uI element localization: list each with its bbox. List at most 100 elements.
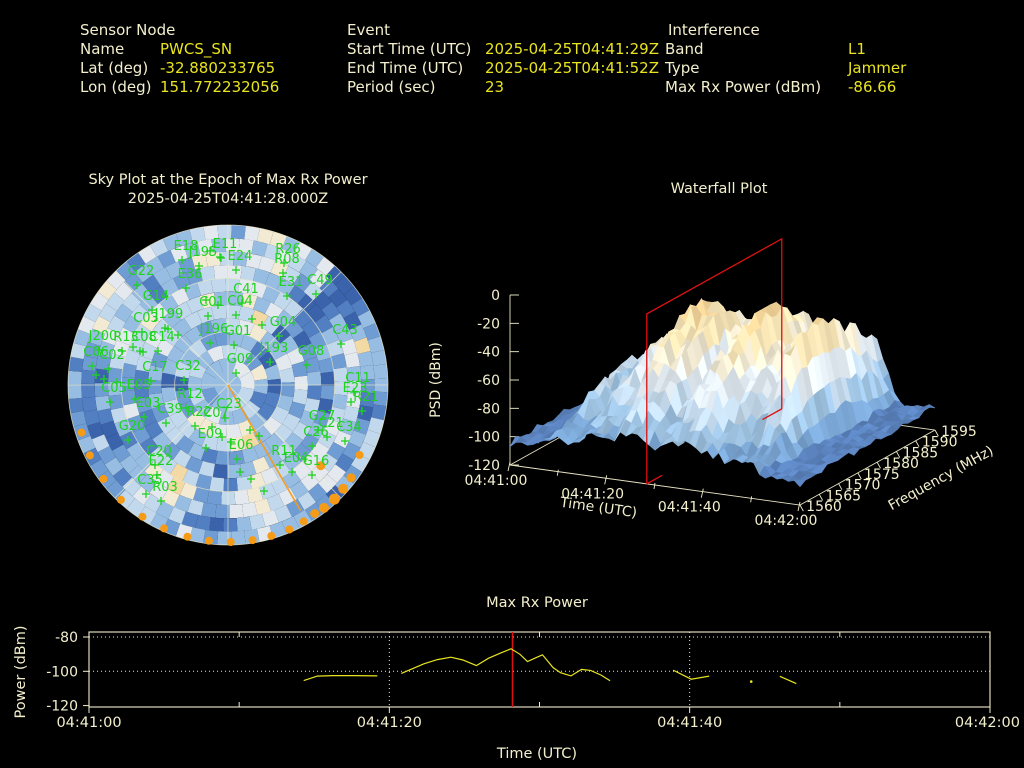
time-tick-label: 04:41:20 (357, 715, 422, 731)
event-period-value: 23 (485, 78, 505, 96)
interference-section-title: Interference (668, 21, 760, 39)
satellite-C34: C34 (336, 420, 362, 435)
event-start-label: Start Time (UTC) (347, 40, 472, 58)
time-tick-label: 04:41:40 (657, 715, 722, 731)
freq-tick-label: 1565 (825, 488, 861, 504)
sky-plot-title: Sky Plot at the Epoch of Max Rx Power (88, 172, 368, 188)
sensor-name-value: PWCS_SN (160, 40, 233, 58)
power-ticks (83, 632, 991, 713)
sensor-lon-value: 151.772232056 (160, 78, 280, 96)
satellite-J196: J196 (199, 322, 229, 337)
satellite-C14: C14 (149, 330, 175, 345)
satellite-R12: R12 (177, 387, 203, 402)
satellite-G04: G04 (270, 315, 297, 330)
interference-maxrx-value: -86.66 (848, 78, 897, 96)
satellite-G08: G08 (298, 344, 325, 359)
sensor-lon-label: Lon (deg) (80, 78, 152, 96)
power-gridlines (89, 632, 990, 707)
sensor-name-label: Name (80, 40, 125, 58)
satellite-C39: C39 (157, 402, 183, 417)
satellite-G27: G27 (309, 409, 336, 424)
satellite-E23: E23 (343, 381, 368, 396)
sky-plot-subtitle: 2025-04-25T04:41:28.000Z (127, 191, 329, 207)
satellite-G20: G20 (119, 419, 146, 434)
psd-tick-label: -120 (468, 458, 500, 474)
satellite-R26: R26 (275, 242, 301, 257)
satellite-E22: E22 (149, 454, 174, 469)
freq-tick-label: 1575 (864, 467, 900, 483)
sensor-lat-label: Lat (deg) (80, 59, 149, 77)
psd-tick-label: -40 (477, 345, 500, 361)
power-tick-label: -80 (55, 630, 78, 646)
satellite-J200: J200 (88, 329, 118, 344)
satellite-E05: E05 (127, 378, 152, 393)
satellite-C11: C11 (345, 371, 371, 386)
waterfall-time-tick-label: 04:42:00 (755, 513, 818, 529)
satellite-E18: E18 (174, 239, 199, 254)
psd-tick-label: -60 (477, 373, 500, 389)
satellite-C41: C41 (233, 282, 259, 297)
event-period-label: Period (sec) (347, 78, 436, 96)
power-axis-label: Power (dBm) (13, 625, 29, 718)
psd-tick-label: 0 (491, 288, 500, 304)
satellite-E36: E36 (178, 267, 203, 282)
satellite-G16: G16 (303, 454, 330, 469)
satellite-J195: J195 (188, 245, 218, 260)
event-end-value: 2025-04-25T04:41:52Z (485, 59, 659, 77)
interference-type-value: Jammer (848, 59, 907, 77)
satellite-R11: R11 (271, 444, 297, 459)
satellite-C17: C17 (142, 360, 168, 375)
satellite-E09: E09 (198, 427, 223, 442)
satellite-G14: G14 (143, 289, 170, 304)
sensor-lat-value: -32.880233765 (160, 59, 276, 77)
interference-maxrx-label: Max Rx Power (dBm) (665, 78, 822, 96)
satellite-E03: E03 (136, 396, 161, 411)
waterfall-time-tick-label: 04:41:00 (465, 473, 528, 489)
waterfall-surface (509, 298, 936, 488)
satellite-C03: C03 (133, 311, 159, 326)
satellite-C32: C32 (175, 359, 201, 374)
epoch-slice-marker (646, 237, 783, 485)
power-tick-label: -120 (46, 699, 78, 715)
satellite-C49: C49 (307, 273, 333, 288)
jammer-edge-dots (77, 428, 364, 546)
freq-tick-label: 1590 (922, 435, 958, 451)
event-end-label: End Time (UTC) (347, 59, 464, 77)
satellite-E31: E31 (279, 275, 304, 290)
satellite-C08: C08 (131, 330, 157, 345)
satellite-C04: C04 (227, 294, 253, 309)
power-trace (303, 648, 797, 685)
satellite-C20: C20 (146, 444, 172, 459)
freq-tick-label: 1570 (845, 478, 881, 494)
max-rx-power-title: Max Rx Power (486, 595, 588, 611)
interference-type-label: Type (665, 59, 700, 77)
waterfall-title: Waterfall Plot (670, 181, 768, 197)
time-tick-label: 04:41:00 (56, 715, 121, 731)
jammer-bearing-line (227, 384, 302, 511)
satellite-R22: R22 (186, 405, 212, 420)
satellite-E06: E06 (229, 438, 254, 453)
freq-tick-label: 1585 (903, 445, 939, 461)
max-rx-power-canvas: Max Rx Power Power (dBm) Time (UTC) -80 -100… (13, 595, 1020, 762)
satellite-R21: R21 (353, 390, 379, 405)
sky-grid (67, 224, 389, 546)
psd-tick-label: -100 (468, 430, 500, 446)
waterfall-time-tick-label: 04:41:40 (658, 500, 721, 516)
satellite-C23: C23 (216, 397, 242, 412)
freq-tick-label: 1595 (941, 424, 977, 440)
power-tick-label: -100 (46, 664, 78, 680)
satellite-C21: C21 (318, 416, 344, 431)
interference-band-label: Band (665, 40, 704, 58)
satellite-R08: R08 (274, 252, 300, 267)
event-section-title: Event (347, 21, 390, 39)
satellite-C05: C05 (101, 381, 127, 396)
satellite-R13: R13 (113, 330, 139, 345)
satellite-E24: E24 (228, 249, 253, 264)
satellite-C07: C07 (203, 406, 229, 421)
satellite-C02: C02 (99, 348, 125, 363)
satellite-C43: C43 (332, 323, 358, 338)
sensor-node-section-title: Sensor Node (80, 21, 176, 39)
time-tick-label: 04:42:00 (955, 715, 1020, 731)
